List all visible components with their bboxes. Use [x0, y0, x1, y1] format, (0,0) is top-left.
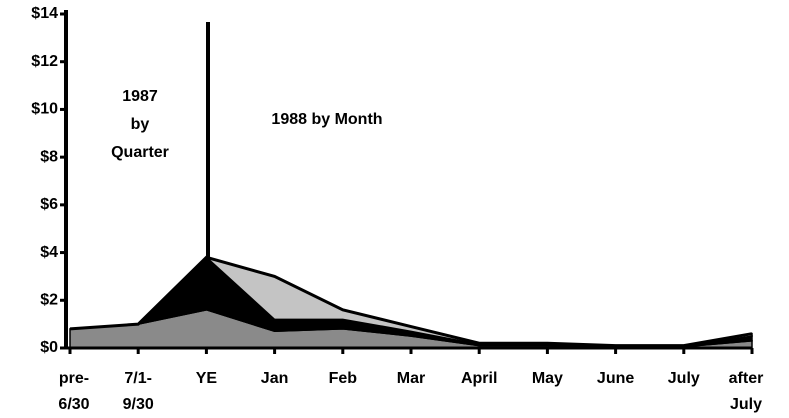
x-tick-label: 7/1-9/30 — [123, 370, 154, 413]
y-tick-label: $6 — [40, 196, 58, 213]
x-tick-label: April — [461, 370, 497, 387]
y-tick-label: $12 — [31, 53, 58, 70]
annotation: 1988 by Month — [271, 111, 382, 128]
annotation: 1987 by Quarter — [111, 88, 169, 161]
x-tick-label: Jan — [261, 370, 289, 387]
y-tick-label: $0 — [40, 339, 58, 356]
outline — [69, 255, 753, 348]
y-tick-label: $4 — [40, 244, 58, 261]
x-tick-label: Mar — [397, 370, 425, 387]
y-tick-label: $14 — [31, 5, 58, 22]
y-tick-label: $2 — [40, 292, 58, 309]
x-tick-label: after July — [729, 370, 764, 413]
y-tick-label: $8 — [40, 148, 58, 165]
x-tick-label: YE — [196, 370, 218, 387]
x-tick-label: July — [668, 370, 700, 387]
y-tick-label: $10 — [31, 101, 58, 118]
x-tick-label: June — [597, 370, 634, 387]
x-tick-label: pre-6/30 — [58, 370, 89, 413]
x-tick-label: Feb — [329, 370, 358, 387]
x-tick-label: May — [532, 370, 563, 387]
